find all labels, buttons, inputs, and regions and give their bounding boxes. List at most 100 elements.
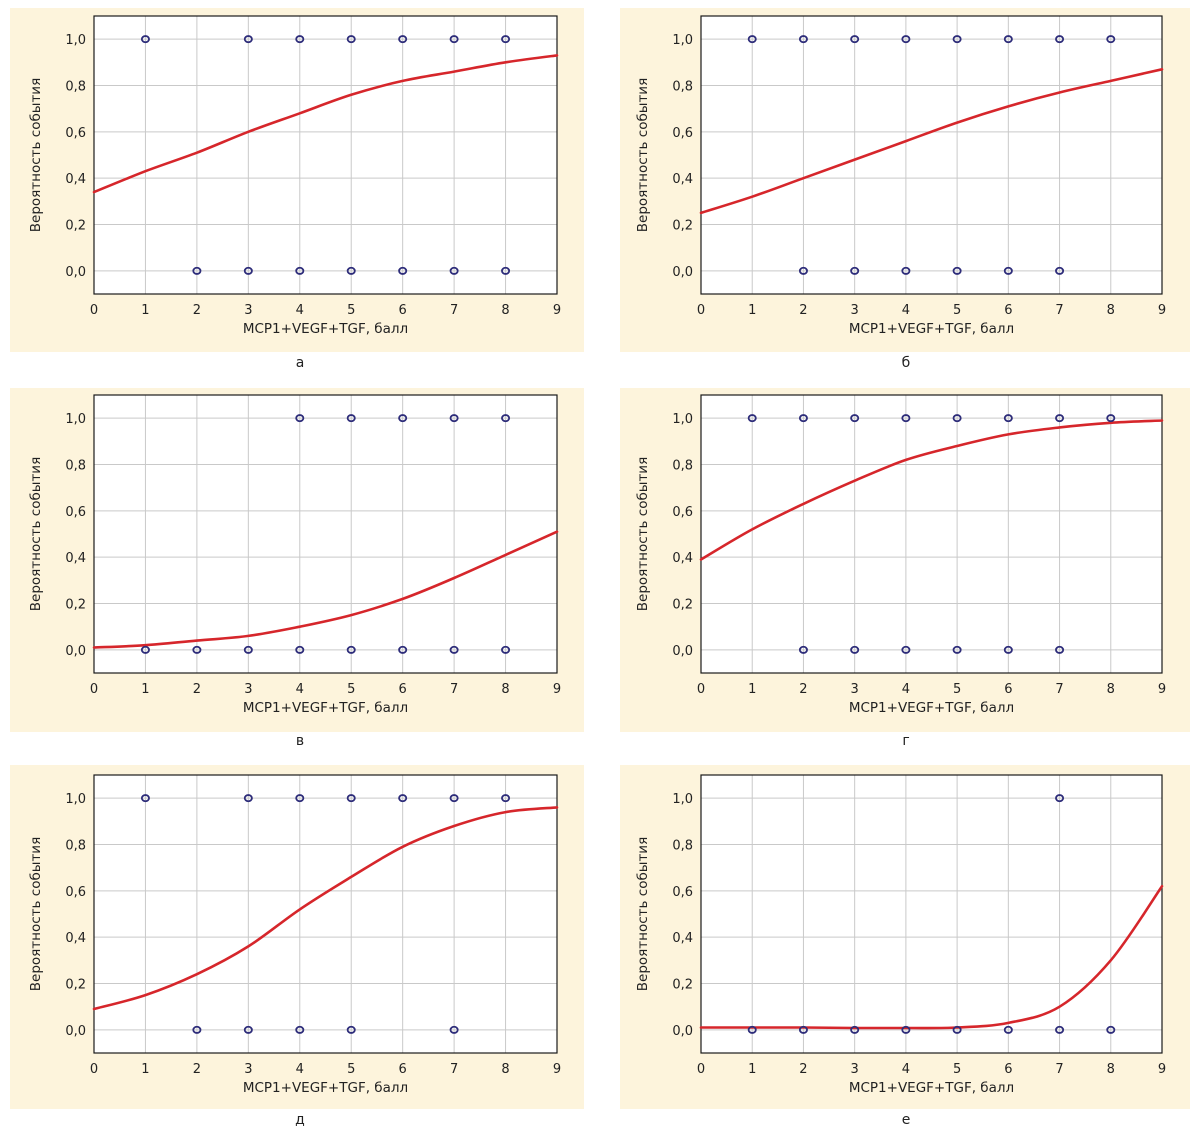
x-tick-label: 0 xyxy=(697,1062,705,1077)
plot-area xyxy=(94,775,557,1053)
plot-area xyxy=(94,395,557,673)
data-point xyxy=(798,35,808,44)
plot-frame xyxy=(700,774,1163,1054)
y-tick-label: 0,6 xyxy=(672,126,693,141)
x-tick-label: 3 xyxy=(851,303,859,318)
x-tick-label: 6 xyxy=(399,682,407,697)
x-tick-label: 5 xyxy=(953,303,961,318)
y-tick-label: 1,0 xyxy=(65,33,86,48)
y-tick-label: 0,8 xyxy=(672,839,693,854)
y-tick-label: 0,0 xyxy=(65,1024,86,1039)
y-tick-label: 0,0 xyxy=(672,644,693,659)
data-point xyxy=(346,645,356,654)
y-tick-label: 0,6 xyxy=(65,885,86,900)
chart-panel-5: 0 1 2 3 4 5 6 7 8 9 0,0 0,2 0,4 0,6 0,8 1,0 MCP1+VEGF+TG… xyxy=(10,765,584,1109)
data-point xyxy=(747,1025,757,1034)
data-point xyxy=(747,35,757,44)
x-tick-label: 7 xyxy=(1055,1062,1063,1077)
panel-letter: д xyxy=(295,1112,305,1128)
x-tick-label: 8 xyxy=(501,303,509,318)
x-tick-label: 0 xyxy=(697,303,705,318)
x-tick-label: 9 xyxy=(553,303,561,318)
plot-area xyxy=(94,16,557,294)
x-tick-label: 8 xyxy=(1107,303,1115,318)
data-point xyxy=(850,266,860,275)
x-tick-label: 1 xyxy=(141,682,149,697)
x-tick-label: 2 xyxy=(799,682,807,697)
x-tick-label: 4 xyxy=(296,682,304,697)
data-point xyxy=(952,266,962,275)
x-tick-label: 2 xyxy=(799,303,807,318)
y-tick-label: 0,0 xyxy=(65,265,86,280)
data-point xyxy=(1003,414,1013,423)
x-tick-label: 7 xyxy=(1055,682,1063,697)
data-point xyxy=(346,266,356,275)
data-point xyxy=(501,794,511,803)
data-point xyxy=(798,1025,808,1034)
x-tick-label: 9 xyxy=(1158,1062,1166,1077)
x-tick-label: 2 xyxy=(193,1062,201,1077)
y-tick-label: 0,2 xyxy=(672,978,693,993)
x-tick-label: 7 xyxy=(450,303,458,318)
y-tick-label: 0,2 xyxy=(65,598,86,613)
plot-frame xyxy=(93,15,558,295)
logistic-curve xyxy=(92,54,559,194)
data-point xyxy=(952,645,962,654)
panel-letter: г xyxy=(902,733,909,749)
data-point xyxy=(952,414,962,423)
data-point xyxy=(140,35,150,44)
data-point xyxy=(1055,414,1065,423)
plot-frame xyxy=(700,15,1163,295)
x-tick-label: 1 xyxy=(748,303,756,318)
plot-frame xyxy=(700,394,1163,674)
x-tick-label: 3 xyxy=(244,682,252,697)
y-tick-label: 0,0 xyxy=(672,265,693,280)
plot-area xyxy=(701,775,1162,1053)
y-tick-label: 0,4 xyxy=(672,551,693,566)
data-point xyxy=(501,645,511,654)
data-point xyxy=(1003,35,1013,44)
chart-panel-1: 0 1 2 3 4 5 6 7 8 9 0,0 0,2 0,4 0,6 0,8 1,0 MCP1+VEGF+TG… xyxy=(10,8,584,352)
x-tick-label: 2 xyxy=(193,303,201,318)
x-tick-label: 9 xyxy=(553,1062,561,1077)
y-tick-label: 1,0 xyxy=(672,33,693,48)
data-point xyxy=(192,266,202,275)
x-tick-label: 3 xyxy=(244,1062,252,1077)
y-axis-label: Вероятность события xyxy=(635,457,651,611)
data-point xyxy=(243,35,253,44)
x-tick-label: 6 xyxy=(1004,303,1012,318)
x-tick-label: 6 xyxy=(399,303,407,318)
data-point xyxy=(449,35,459,44)
x-tick-label: 7 xyxy=(450,682,458,697)
y-tick-label: 0,2 xyxy=(65,219,86,234)
y-tick-label: 0,6 xyxy=(65,126,86,141)
data-point xyxy=(295,414,305,423)
x-tick-label: 7 xyxy=(450,1062,458,1077)
data-point xyxy=(747,414,757,423)
x-tick-label: 2 xyxy=(799,1062,807,1077)
x-tick-label: 7 xyxy=(1055,303,1063,318)
plot-frame xyxy=(93,394,558,674)
data-point xyxy=(398,266,408,275)
panel-letter: в xyxy=(296,733,304,749)
data-point xyxy=(449,414,459,423)
panel-letter: б xyxy=(902,355,911,371)
data-point xyxy=(952,1025,962,1034)
data-point xyxy=(1106,1025,1116,1034)
panel-letter: е xyxy=(902,1112,911,1128)
x-tick-label: 1 xyxy=(748,682,756,697)
data-point xyxy=(501,266,511,275)
x-tick-label: 3 xyxy=(851,682,859,697)
data-point xyxy=(901,1025,911,1034)
y-tick-label: 0,2 xyxy=(672,598,693,613)
x-axis-label: MCP1+VEGF+TGF, балл xyxy=(243,321,408,337)
x-tick-label: 4 xyxy=(902,303,910,318)
chart-panel-3: 0 1 2 3 4 5 6 7 8 9 0,0 0,2 0,4 0,6 0,8 1,0 MCP1+VEGF+TG… xyxy=(10,388,584,732)
data-point xyxy=(850,645,860,654)
data-point xyxy=(398,35,408,44)
data-point xyxy=(901,266,911,275)
data-point xyxy=(192,645,202,654)
data-point xyxy=(1003,645,1013,654)
plot-frame xyxy=(93,774,558,1054)
chart-panel-6: 0 1 2 3 4 5 6 7 8 9 0,0 0,2 0,4 0,6 0,8 1,0 MCP1+VEGF+TG… xyxy=(620,765,1190,1109)
